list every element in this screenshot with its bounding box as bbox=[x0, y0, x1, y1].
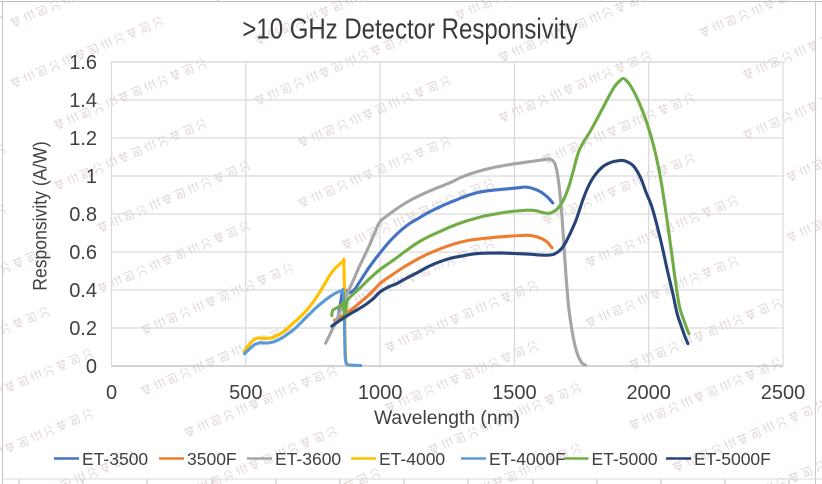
svg-text:ET-5000F: ET-5000F bbox=[694, 449, 771, 469]
svg-text:0.8: 0.8 bbox=[69, 204, 97, 226]
svg-text:Responsivity (A/W): Responsivity (A/W) bbox=[29, 141, 51, 291]
svg-text:2000: 2000 bbox=[626, 382, 671, 404]
svg-text:0: 0 bbox=[106, 382, 117, 404]
svg-text:ET-5000: ET-5000 bbox=[592, 449, 658, 469]
svg-text:ET-3600: ET-3600 bbox=[275, 449, 341, 469]
svg-text:3500F: 3500F bbox=[187, 449, 237, 469]
svg-text:ET-3500: ET-3500 bbox=[82, 449, 148, 469]
svg-text:ET-4000: ET-4000 bbox=[379, 449, 445, 469]
svg-text:ET-4000F: ET-4000F bbox=[489, 449, 566, 469]
svg-text:0.6: 0.6 bbox=[69, 242, 97, 264]
svg-text:1: 1 bbox=[86, 166, 97, 188]
svg-text:1000: 1000 bbox=[358, 382, 403, 404]
svg-text:Wavelength (nm): Wavelength (nm) bbox=[374, 408, 520, 429]
svg-text:1.4: 1.4 bbox=[69, 90, 97, 112]
svg-text:2500: 2500 bbox=[761, 382, 806, 404]
svg-text:1.2: 1.2 bbox=[69, 128, 97, 150]
svg-text:500: 500 bbox=[229, 382, 262, 404]
svg-text:>10 GHz Detector Responsivity: >10 GHz Detector Responsivity bbox=[242, 13, 578, 45]
svg-text:1.6: 1.6 bbox=[69, 52, 97, 74]
svg-text:1500: 1500 bbox=[492, 382, 537, 404]
svg-text:0.4: 0.4 bbox=[69, 280, 97, 302]
svg-text:0.2: 0.2 bbox=[69, 318, 97, 340]
svg-text:0: 0 bbox=[86, 356, 97, 378]
